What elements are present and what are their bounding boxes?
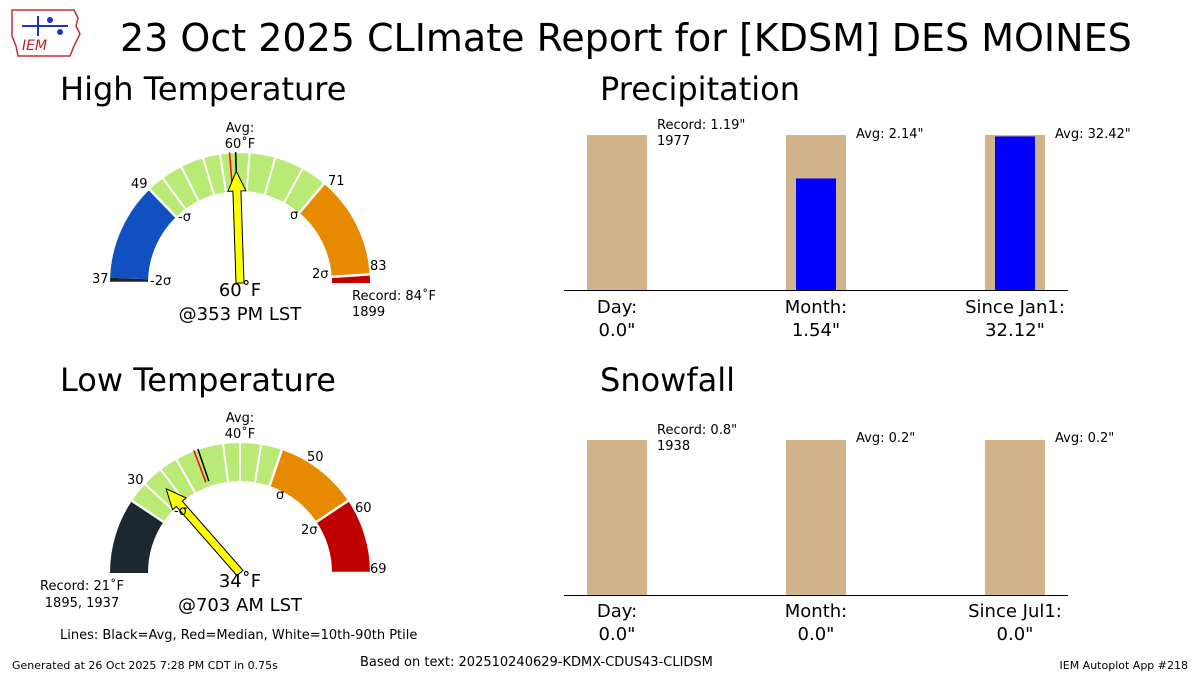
precip-month-value: 1.54" <box>791 320 841 341</box>
high-band-3 <box>299 183 370 277</box>
low-tick-30: 30 <box>127 473 144 488</box>
high-observed-time: @353 PM LST <box>178 304 302 325</box>
low-temp-gauge <box>110 443 370 577</box>
footer-based-on: Based on text: 202510240629-KDMX-CDUS43-… <box>360 655 713 670</box>
high-avg-value: 60˚F <box>224 137 256 152</box>
high-record: Record: 84˚F <box>352 289 436 304</box>
high-ptile-line-6 <box>283 168 304 203</box>
low-tick-1 <box>268 449 283 487</box>
snow-day-note: Record: 0.8" <box>657 423 738 438</box>
high-ptile-line-2 <box>202 158 215 196</box>
low-tick-0 <box>131 499 165 523</box>
precip-obs-bar-1 <box>796 178 836 290</box>
legend-note: Lines: Black=Avg, Red=Median, White=10th… <box>60 628 418 643</box>
high-band-1 <box>110 189 177 280</box>
low-sigma-plus2: 2σ <box>301 523 318 538</box>
low-band-0 <box>110 500 164 573</box>
high-ptile-line-4 <box>245 153 251 192</box>
low-ptile-line-2 <box>175 459 196 494</box>
footer-app: IEM Autoplot App #218 <box>1059 659 1189 672</box>
low-avg-value: 40˚F <box>224 427 256 442</box>
high-tick-2 <box>298 182 325 214</box>
high-ptile-line-5 <box>263 157 277 195</box>
snow-season-label: Since Jul1: <box>968 601 1062 622</box>
precip-month-note: Avg: 2.14" <box>856 127 924 142</box>
low-tick-2 <box>315 499 349 523</box>
high-avg-label: Avg: <box>225 121 255 136</box>
high-temp-heading: High Temperature <box>60 70 347 108</box>
low-ptile-line-5 <box>253 444 263 483</box>
precip-obs-bar-2 <box>995 136 1035 290</box>
snow-day-value: 0.0" <box>598 624 636 645</box>
low-record: Record: 21˚F <box>40 579 124 594</box>
low-needle <box>165 487 244 577</box>
high-temp-gauge <box>110 152 370 285</box>
snow-heading: Snowfall <box>600 361 735 399</box>
logo-text: IEM <box>22 38 47 54</box>
high-ptile-line-0 <box>162 177 187 210</box>
high-record-year: 1899 <box>352 305 386 320</box>
low-avg-line <box>197 448 210 482</box>
precip-heading: Precipitation <box>600 70 801 108</box>
high-tick-37: 37 <box>92 272 109 287</box>
snow-day-note-year: 1938 <box>657 439 691 454</box>
low-band-2 <box>269 449 349 522</box>
precip-day-note-year: 1977 <box>657 134 691 149</box>
high-ptile-line-1 <box>180 166 200 202</box>
high-observed-value: 60˚F <box>218 280 262 301</box>
high-median-line <box>228 152 233 187</box>
low-tick-50: 50 <box>307 450 324 465</box>
high-tick-49: 49 <box>131 177 148 192</box>
snow-month-note: Avg: 0.2" <box>856 431 916 446</box>
high-band-0 <box>110 277 149 283</box>
precip-day-value: 0.0" <box>598 320 636 341</box>
high-sigma-minus2: -2σ <box>150 274 172 289</box>
low-observed-value: 34˚F <box>218 571 262 592</box>
high-tick-83: 83 <box>370 259 387 274</box>
snow-clim-bar-1 <box>786 440 846 595</box>
snow-day-label: Day: <box>596 601 638 622</box>
low-observed-time: @703 AM LST <box>177 595 303 616</box>
high-ptile-line-3 <box>219 154 227 193</box>
low-record-years: 1895, 1937 <box>44 596 120 611</box>
low-tick-69: 69 <box>370 562 387 577</box>
low-sigma-minus1: -σ <box>174 504 187 519</box>
high-tick-71: 71 <box>328 174 345 189</box>
precip-chart <box>564 135 1068 291</box>
snow-season-note: Avg: 0.2" <box>1055 431 1115 446</box>
snow-month-label: Month: <box>784 601 848 622</box>
low-sigma-plus1: σ <box>276 488 285 503</box>
low-ptile-line-3 <box>222 443 229 482</box>
low-temp-heading: Low Temperature <box>60 361 336 399</box>
iem-logo: IEM <box>11 9 81 57</box>
precip-day-note: Record: 1.19" <box>657 118 746 133</box>
snow-clim-bar-0 <box>587 440 647 595</box>
page-title: 23 Oct 2025 CLImate Report for [KDSM] DE… <box>120 16 1132 60</box>
high-sigma-plus2: 2σ <box>312 267 329 282</box>
snow-clim-bar-2 <box>985 440 1045 595</box>
high-sigma-minus1: -σ <box>178 210 191 225</box>
low-band-3 <box>316 500 370 573</box>
low-band-1 <box>131 443 282 522</box>
precip-season-note: Avg: 32.42" <box>1055 127 1131 142</box>
low-avg-label: Avg: <box>225 411 255 426</box>
high-sigma-plus1: σ <box>290 208 299 223</box>
high-needle <box>227 169 247 284</box>
precip-season-label: Since Jan1: <box>965 297 1065 318</box>
low-tick-60: 60 <box>355 501 372 516</box>
precip-season-value: 32.12" <box>985 320 1045 341</box>
precip-day-label: Day: <box>596 297 638 318</box>
precip-clim-bar-0 <box>587 135 647 290</box>
snow-month-value: 0.0" <box>797 624 835 645</box>
footer-generated: Generated at 26 Oct 2025 7:28 PM CDT in … <box>12 659 278 672</box>
high-tick-1 <box>148 188 177 218</box>
high-tick-3 <box>331 273 370 279</box>
low-median-line <box>193 450 207 483</box>
precip-month-label: Month: <box>784 297 848 318</box>
snow-chart <box>564 440 1068 596</box>
snow-season-value: 0.0" <box>996 624 1034 645</box>
low-ptile-line-0 <box>144 483 174 511</box>
